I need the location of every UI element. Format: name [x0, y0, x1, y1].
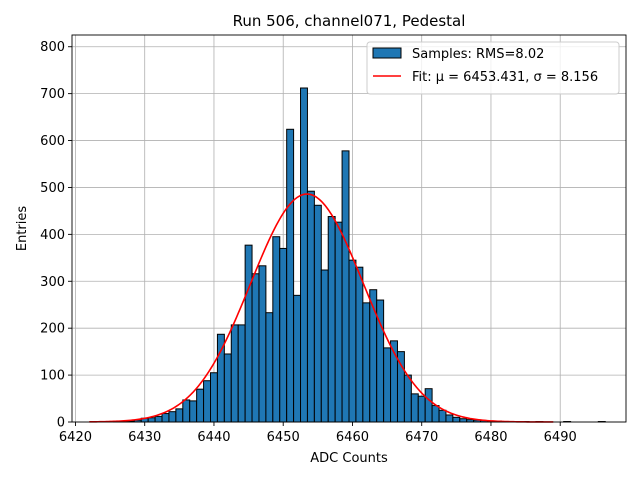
x-tick-label: 6470	[405, 430, 438, 445]
histogram-bar	[203, 380, 211, 423]
x-tick-label: 6420	[59, 430, 92, 445]
x-tick-label: 6480	[474, 430, 507, 445]
x-tick-label: 6440	[197, 430, 230, 445]
histogram-bar	[293, 294, 302, 423]
legend-label-fit: Fit: μ = 6453.431, σ = 8.156	[412, 70, 598, 85]
y-tick-label: 700	[40, 87, 65, 102]
histogram-bar	[459, 418, 468, 423]
legend-swatch-samples	[372, 47, 402, 59]
y-tick-label: 300	[40, 275, 65, 290]
histogram-bar	[445, 414, 454, 423]
legend-label-samples: Samples: RMS=8.02	[412, 47, 544, 62]
legend-box	[366, 41, 620, 95]
histogram-bar	[182, 399, 191, 423]
histogram-bar	[306, 190, 315, 423]
x-tick-label: 6490	[544, 430, 577, 445]
histogram-bar	[154, 415, 163, 423]
histogram-bar	[424, 388, 433, 423]
histogram-bar	[313, 204, 322, 423]
histogram-bar	[286, 128, 295, 423]
y-tick-label: 100	[40, 369, 65, 384]
histogram-bar	[410, 393, 419, 423]
histogram-bar	[237, 324, 246, 423]
histogram-bar	[334, 221, 343, 423]
histogram-bar	[348, 259, 357, 423]
histogram-bar	[210, 372, 218, 423]
histogram-bar	[189, 400, 198, 423]
y-tick-label: 200	[40, 322, 65, 337]
histogram-bar	[355, 266, 364, 423]
fit-curve	[89, 193, 554, 423]
histogram-bar	[196, 388, 205, 423]
histogram-bar	[403, 374, 412, 423]
plot-frame	[71, 34, 627, 423]
histogram-bar	[383, 347, 392, 423]
histogram-bar	[431, 405, 440, 423]
y-tick-label: 600	[40, 134, 65, 149]
y-tick-label: 400	[40, 228, 65, 243]
histogram-bar	[362, 302, 371, 423]
histogram-bar	[258, 265, 267, 423]
x-axis-ticks: 6420 6430 6440 6450 6460 6470 6480 6490	[59, 422, 577, 445]
histogram-bar	[251, 273, 260, 423]
histogram-bar	[369, 289, 378, 423]
histogram-bar	[438, 409, 447, 423]
histogram-bar	[147, 417, 156, 423]
y-tick-label: 500	[40, 181, 65, 196]
x-tick-label: 6450	[267, 430, 300, 445]
y-axis-title: Entries	[15, 206, 30, 252]
histogram-bar	[341, 150, 350, 423]
y-tick-label: 800	[40, 40, 65, 55]
histogram-bar	[175, 408, 184, 423]
x-tick-label: 6430	[128, 430, 161, 445]
histogram-bars	[113, 87, 606, 423]
histogram-bar	[327, 216, 336, 423]
histogram-bar	[223, 353, 232, 423]
histogram-bar	[230, 324, 239, 423]
histogram-bar	[300, 87, 308, 423]
histogram-bar	[452, 416, 461, 423]
legend: Samples: RMS=8.02 Fit: μ = 6453.431, σ =…	[366, 41, 620, 95]
chart-title: Run 506, channel071, Pedestal	[233, 12, 466, 30]
histogram-bar	[161, 413, 170, 423]
x-axis-title: ADC Counts	[310, 451, 388, 466]
y-tick-label: 0	[57, 416, 65, 431]
histogram-bar	[272, 236, 281, 423]
histogram-bar	[279, 247, 288, 423]
histogram-bar	[168, 411, 177, 423]
histogram-bar	[417, 395, 426, 423]
histogram-bar	[320, 269, 329, 423]
x-tick-label: 6460	[336, 430, 369, 445]
y-axis-ticks: 0 100 200 300 400 500 600 700 800	[40, 40, 72, 431]
histogram-bar	[265, 312, 274, 423]
histogram-bar	[244, 244, 253, 423]
